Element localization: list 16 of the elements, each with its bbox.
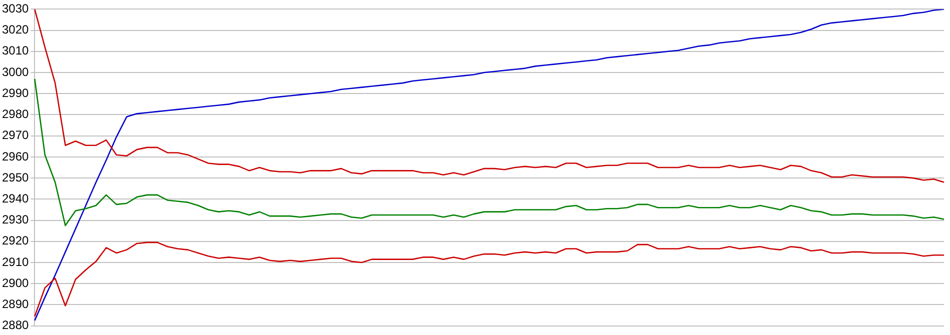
- y-tick-label: 3010: [2, 44, 30, 58]
- y-tick-label: 2940: [2, 191, 30, 206]
- y-tick-label: 2910: [2, 254, 30, 269]
- y-tick-label: 2960: [2, 149, 30, 164]
- y-tick-label: 2990: [2, 86, 30, 100]
- y-tick-label: 2950: [2, 170, 30, 184]
- y-tick-label: 2980: [2, 107, 30, 122]
- y-tick-label: 2900: [2, 276, 30, 290]
- y-tick-label: 3000: [2, 64, 30, 79]
- y-tick-label: 3030: [2, 2, 30, 16]
- y-tick-label: 2920: [2, 234, 30, 248]
- y-tick-label: 3020: [2, 22, 30, 37]
- y-tick-label: 2890: [2, 297, 30, 312]
- y-tick-label: 2880: [2, 318, 30, 332]
- y-tick-label: 2970: [2, 128, 30, 142]
- y-tick-label: 2930: [2, 212, 30, 227]
